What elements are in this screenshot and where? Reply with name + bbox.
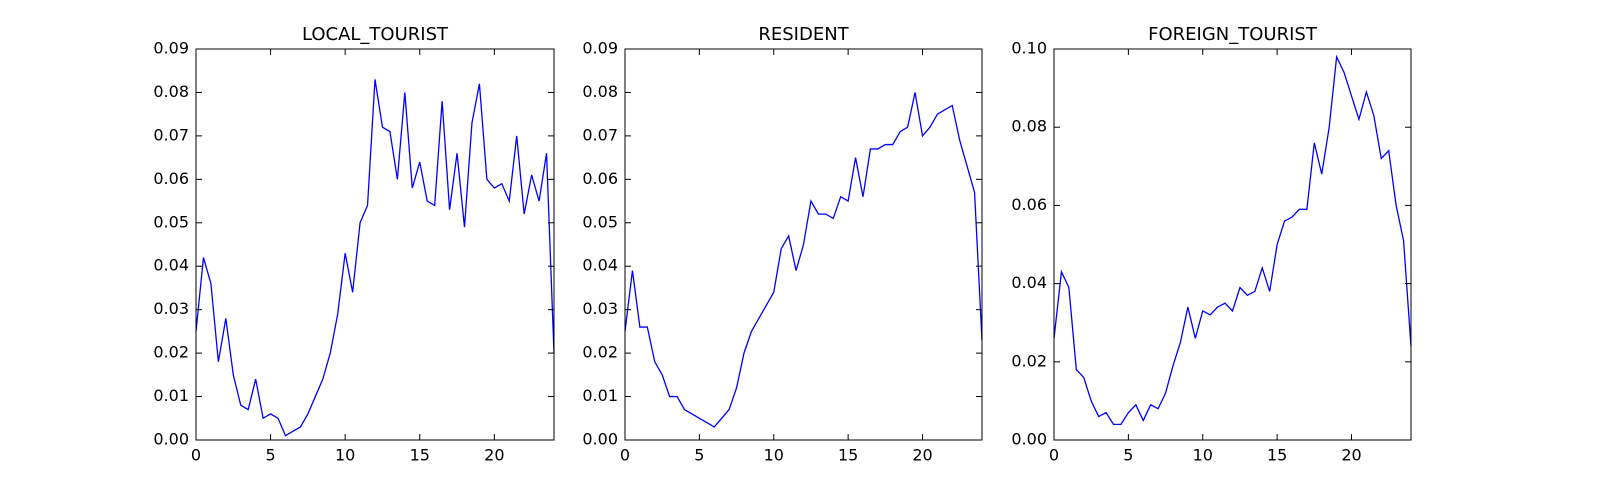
chart-title: RESIDENT xyxy=(758,24,849,45)
y-tick-label: 0.02 xyxy=(582,343,618,362)
x-tick-label: 10 xyxy=(764,446,784,465)
data-line xyxy=(624,92,983,428)
x-tick-label: 10 xyxy=(335,446,355,465)
x-tick-label: 5 xyxy=(1123,446,1133,465)
y-tick-label: 0.09 xyxy=(582,39,618,58)
y-tick-label: 0.04 xyxy=(1011,273,1047,292)
plot-frame xyxy=(195,48,555,441)
x-tick-label: 20 xyxy=(1341,446,1361,465)
y-tick-label: 0.06 xyxy=(153,169,189,188)
x-tick-label: 20 xyxy=(484,446,504,465)
y-tick-label: 0.08 xyxy=(582,82,618,101)
y-tick-label: 0.07 xyxy=(582,125,618,144)
y-tick-label: 0.05 xyxy=(153,212,189,231)
y-tick-label: 0.08 xyxy=(1011,117,1047,136)
data-line xyxy=(1053,54,1412,426)
y-tick-label: 0.01 xyxy=(582,386,618,405)
x-tick-label: 15 xyxy=(1267,446,1287,465)
chart-title: LOCAL_TOURIST xyxy=(302,24,449,45)
x-tick-label: 5 xyxy=(265,446,275,465)
y-tick-label: 0.06 xyxy=(582,169,618,188)
plot-frame xyxy=(624,48,983,441)
y-tick-label: 0.10 xyxy=(1011,39,1047,58)
x-tick-label: 20 xyxy=(912,446,932,465)
x-tick-label: 0 xyxy=(620,446,630,465)
y-tick-label: 0.02 xyxy=(153,343,189,362)
y-tick-label: 0.05 xyxy=(582,212,618,231)
y-tick-label: 0.00 xyxy=(1011,430,1047,449)
y-tick-label: 0.03 xyxy=(582,299,618,318)
x-tick-label: 10 xyxy=(1193,446,1213,465)
y-tick-label: 0.00 xyxy=(153,430,189,449)
x-tick-label: 15 xyxy=(838,446,858,465)
y-tick-label: 0.07 xyxy=(153,125,189,144)
x-tick-label: 5 xyxy=(694,446,704,465)
data-line xyxy=(195,79,555,437)
y-tick-label: 0.04 xyxy=(582,256,618,275)
y-tick-label: 0.08 xyxy=(153,82,189,101)
y-tick-label: 0.03 xyxy=(153,299,189,318)
y-tick-label: 0.01 xyxy=(153,386,189,405)
chart-title: FOREIGN_TOURIST xyxy=(1148,24,1318,45)
x-tick-label: 0 xyxy=(1049,446,1059,465)
y-tick-label: 0.09 xyxy=(153,39,189,58)
plot-frame xyxy=(1053,48,1412,441)
y-tick-label: 0.00 xyxy=(582,430,618,449)
y-tick-label: 0.04 xyxy=(153,256,189,275)
x-tick-label: 15 xyxy=(410,446,430,465)
x-tick-label: 0 xyxy=(191,446,201,465)
y-tick-label: 0.06 xyxy=(1011,195,1047,214)
y-tick-label: 0.02 xyxy=(1011,351,1047,370)
